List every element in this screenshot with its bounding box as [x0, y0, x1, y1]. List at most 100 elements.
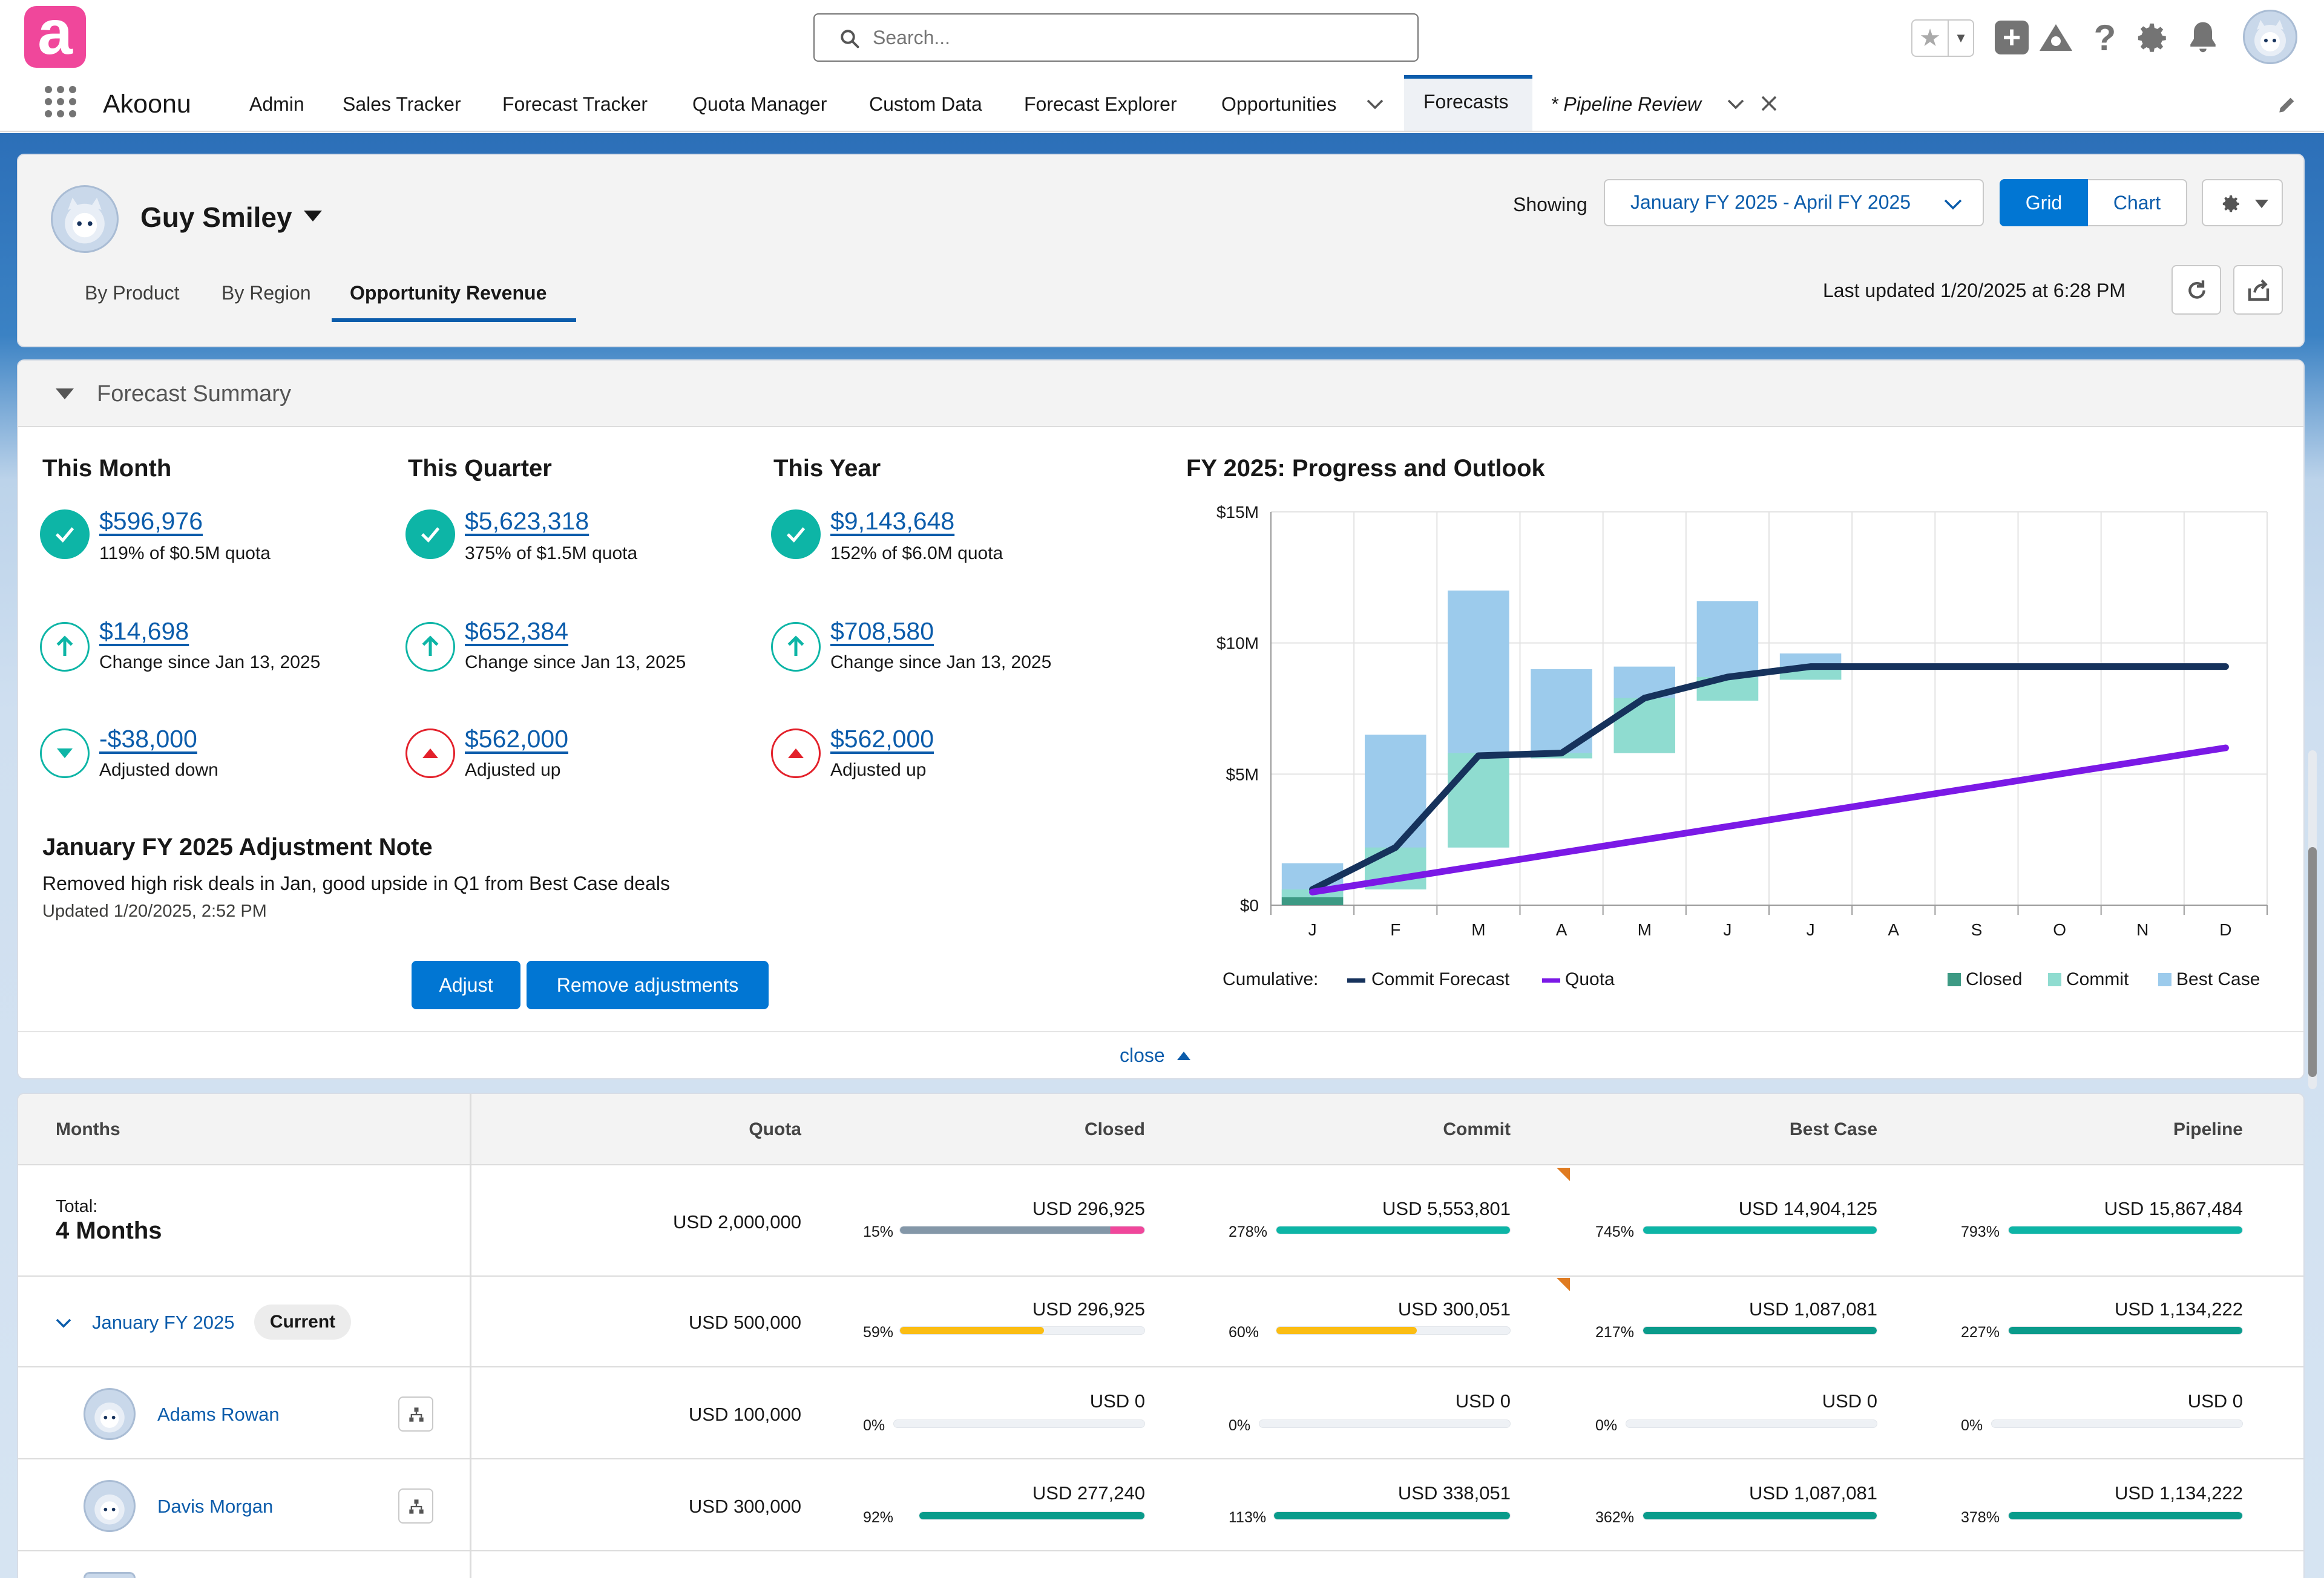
chevron-down-icon[interactable]: [1726, 97, 1745, 111]
column-header-best-case[interactable]: Best Case: [1789, 1119, 1877, 1139]
refresh-icon: [2188, 280, 2205, 299]
summary-title: Forecast Summary: [97, 381, 291, 407]
legend-quota: Quota: [1565, 969, 1615, 989]
add-icon[interactable]: +: [1995, 21, 2029, 54]
adjust-button[interactable]: Adjust: [412, 961, 520, 1009]
favorites-button[interactable]: ★ ▼: [1911, 19, 1974, 57]
page-scrollbar-thumb[interactable]: [2308, 847, 2317, 1077]
row-davis-morgan-label[interactable]: Davis Morgan: [157, 1496, 274, 1517]
row-january-label[interactable]: January FY 2025: [92, 1312, 235, 1333]
star-icon: ★: [1919, 25, 1941, 51]
this-quarter-adjusted-value[interactable]: $562,000: [465, 725, 569, 753]
this-year-value[interactable]: $9,143,648: [830, 507, 955, 535]
legend-best-case-swatch: [2158, 973, 2171, 986]
astro-icon: [2254, 20, 2286, 56]
chevron-down-icon[interactable]: [54, 1317, 73, 1330]
share-button[interactable]: [2233, 265, 2283, 315]
tab-pipeline-review[interactable]: * Pipeline Review: [1551, 93, 1702, 115]
column-header-pipeline[interactable]: Pipeline: [2173, 1119, 2243, 1139]
column-header-months[interactable]: Months: [56, 1119, 120, 1139]
commit-flag-icon: [1557, 1278, 1570, 1291]
column-header-quota[interactable]: Quota: [749, 1119, 801, 1139]
close-icon[interactable]: [1760, 94, 1778, 113]
hierarchy-button[interactable]: [398, 1488, 433, 1524]
remove-adjustments-button[interactable]: Remove adjustments: [527, 961, 769, 1009]
this-quarter-change-value[interactable]: $652,384: [465, 617, 569, 645]
date-range-select[interactable]: January FY 2025 - April FY 2025: [1604, 179, 1984, 226]
app-logo[interactable]: a: [24, 1, 86, 68]
nav-item-quota-manager[interactable]: Quota Manager: [692, 93, 827, 115]
total-pipeline-pct: 793%: [1961, 1223, 2000, 1240]
nav-item-forecast-tracker[interactable]: Forecast Tracker: [502, 93, 648, 115]
x-tick-label: A: [1888, 920, 1899, 939]
tab-opportunity-revenue[interactable]: Opportunity Revenue: [350, 282, 547, 304]
this-month-change-value[interactable]: $14,698: [99, 617, 189, 645]
row-divider: [18, 1366, 2303, 1367]
grid-view-button[interactable]: Grid: [2000, 179, 2088, 226]
gear-icon[interactable]: [2135, 21, 2170, 56]
this-month-change-label: Change since Jan 13, 2025: [99, 652, 321, 672]
trailhead-icon[interactable]: [2037, 21, 2075, 56]
user-name[interactable]: Guy Smiley: [140, 201, 292, 233]
tab-by-region[interactable]: By Region: [222, 282, 311, 304]
column-header-commit[interactable]: Commit: [1443, 1119, 1511, 1139]
legend-commit-swatch: [2048, 973, 2061, 986]
x-tick-label: N: [2136, 920, 2148, 939]
total-commit-bar-fill: [1276, 1226, 1510, 1234]
row-adams-rowan-label[interactable]: Adams Rowan: [157, 1404, 280, 1425]
help-icon[interactable]: ?: [2093, 17, 2116, 58]
this-quarter-adjusted-label: Adjusted up: [465, 760, 561, 780]
summary-header-bar[interactable]: [18, 361, 2303, 427]
gear-icon: [2222, 195, 2239, 212]
edit-pencil-icon[interactable]: [2277, 94, 2297, 115]
nav-item-opportunities[interactable]: Opportunities: [1221, 93, 1337, 115]
column-header-closed[interactable]: Closed: [1084, 1119, 1145, 1139]
arrow-up-icon: [40, 622, 90, 672]
close-summary-link[interactable]: close: [1120, 1044, 1192, 1067]
nav-item-sales-tracker[interactable]: Sales Tracker: [343, 93, 461, 115]
nav-item-custom-data[interactable]: Custom Data: [869, 93, 982, 115]
row-davis-morgan-pipeline-value: USD 1,134,222: [2115, 1482, 2243, 1504]
total-best-bar: [1643, 1226, 1877, 1234]
row-january-commit-pct: 60%: [1229, 1324, 1259, 1341]
arrow-up-icon: [405, 622, 455, 672]
row-davis-morgan-pipeline-pct: 378%: [1961, 1509, 2000, 1526]
global-search[interactable]: [813, 13, 1419, 62]
nav-item-admin[interactable]: Admin: [249, 93, 304, 115]
this-year-adjusted-value[interactable]: $562,000: [830, 725, 934, 753]
app-launcher-icon[interactable]: [44, 85, 77, 119]
nav-item-forecast-explorer[interactable]: Forecast Explorer: [1024, 93, 1177, 115]
adjustment-note-title: January FY 2025 Adjustment Note: [42, 834, 433, 860]
row-davis-morgan-commit-value: USD 338,051: [1397, 1482, 1511, 1504]
chevron-down-icon: ▼: [1948, 21, 1973, 56]
this-year-change-value[interactable]: $708,580: [830, 617, 934, 645]
x-tick-label: D: [2219, 920, 2231, 939]
this-month-adjusted-value[interactable]: -$38,000: [99, 725, 197, 753]
settings-menu-button[interactable]: [2202, 179, 2283, 226]
row-adams-rowan-pipeline-value: USD 0: [2187, 1390, 2243, 1412]
this-quarter-value[interactable]: $5,623,318: [465, 507, 589, 535]
tab-forecasts[interactable]: Forecasts: [1404, 75, 1532, 131]
tab-by-product[interactable]: By Product: [85, 282, 180, 304]
x-tick-label: M: [1638, 920, 1652, 939]
chart-view-button[interactable]: Chart: [2088, 179, 2187, 226]
search-input[interactable]: [873, 21, 1393, 54]
legend-commit-forecast-swatch: [1347, 978, 1365, 983]
row-january-closed-value: USD 296,925: [1032, 1298, 1145, 1320]
bell-icon[interactable]: [2186, 19, 2220, 56]
legend-closed-swatch: [1948, 973, 1961, 986]
row-adams-rowan-pipeline-bar: [1991, 1419, 2243, 1428]
collapse-chevron-icon[interactable]: [54, 387, 75, 401]
caret-down-icon[interactable]: [303, 209, 323, 223]
total-best-pct: 745%: [1595, 1223, 1634, 1240]
this-month-value[interactable]: $596,976: [99, 507, 203, 535]
app-navigation: [0, 77, 2324, 132]
row-adams-rowan-quota: USD 100,000: [688, 1404, 801, 1425]
adjust-up-icon: [405, 728, 455, 778]
legend-quota-swatch: [1542, 978, 1560, 983]
table-header-row: [18, 1094, 2303, 1165]
chevron-down-icon[interactable]: [1365, 97, 1385, 111]
hierarchy-button[interactable]: [398, 1396, 433, 1432]
user-avatar[interactable]: [2243, 10, 2297, 64]
refresh-button[interactable]: [2171, 265, 2221, 315]
